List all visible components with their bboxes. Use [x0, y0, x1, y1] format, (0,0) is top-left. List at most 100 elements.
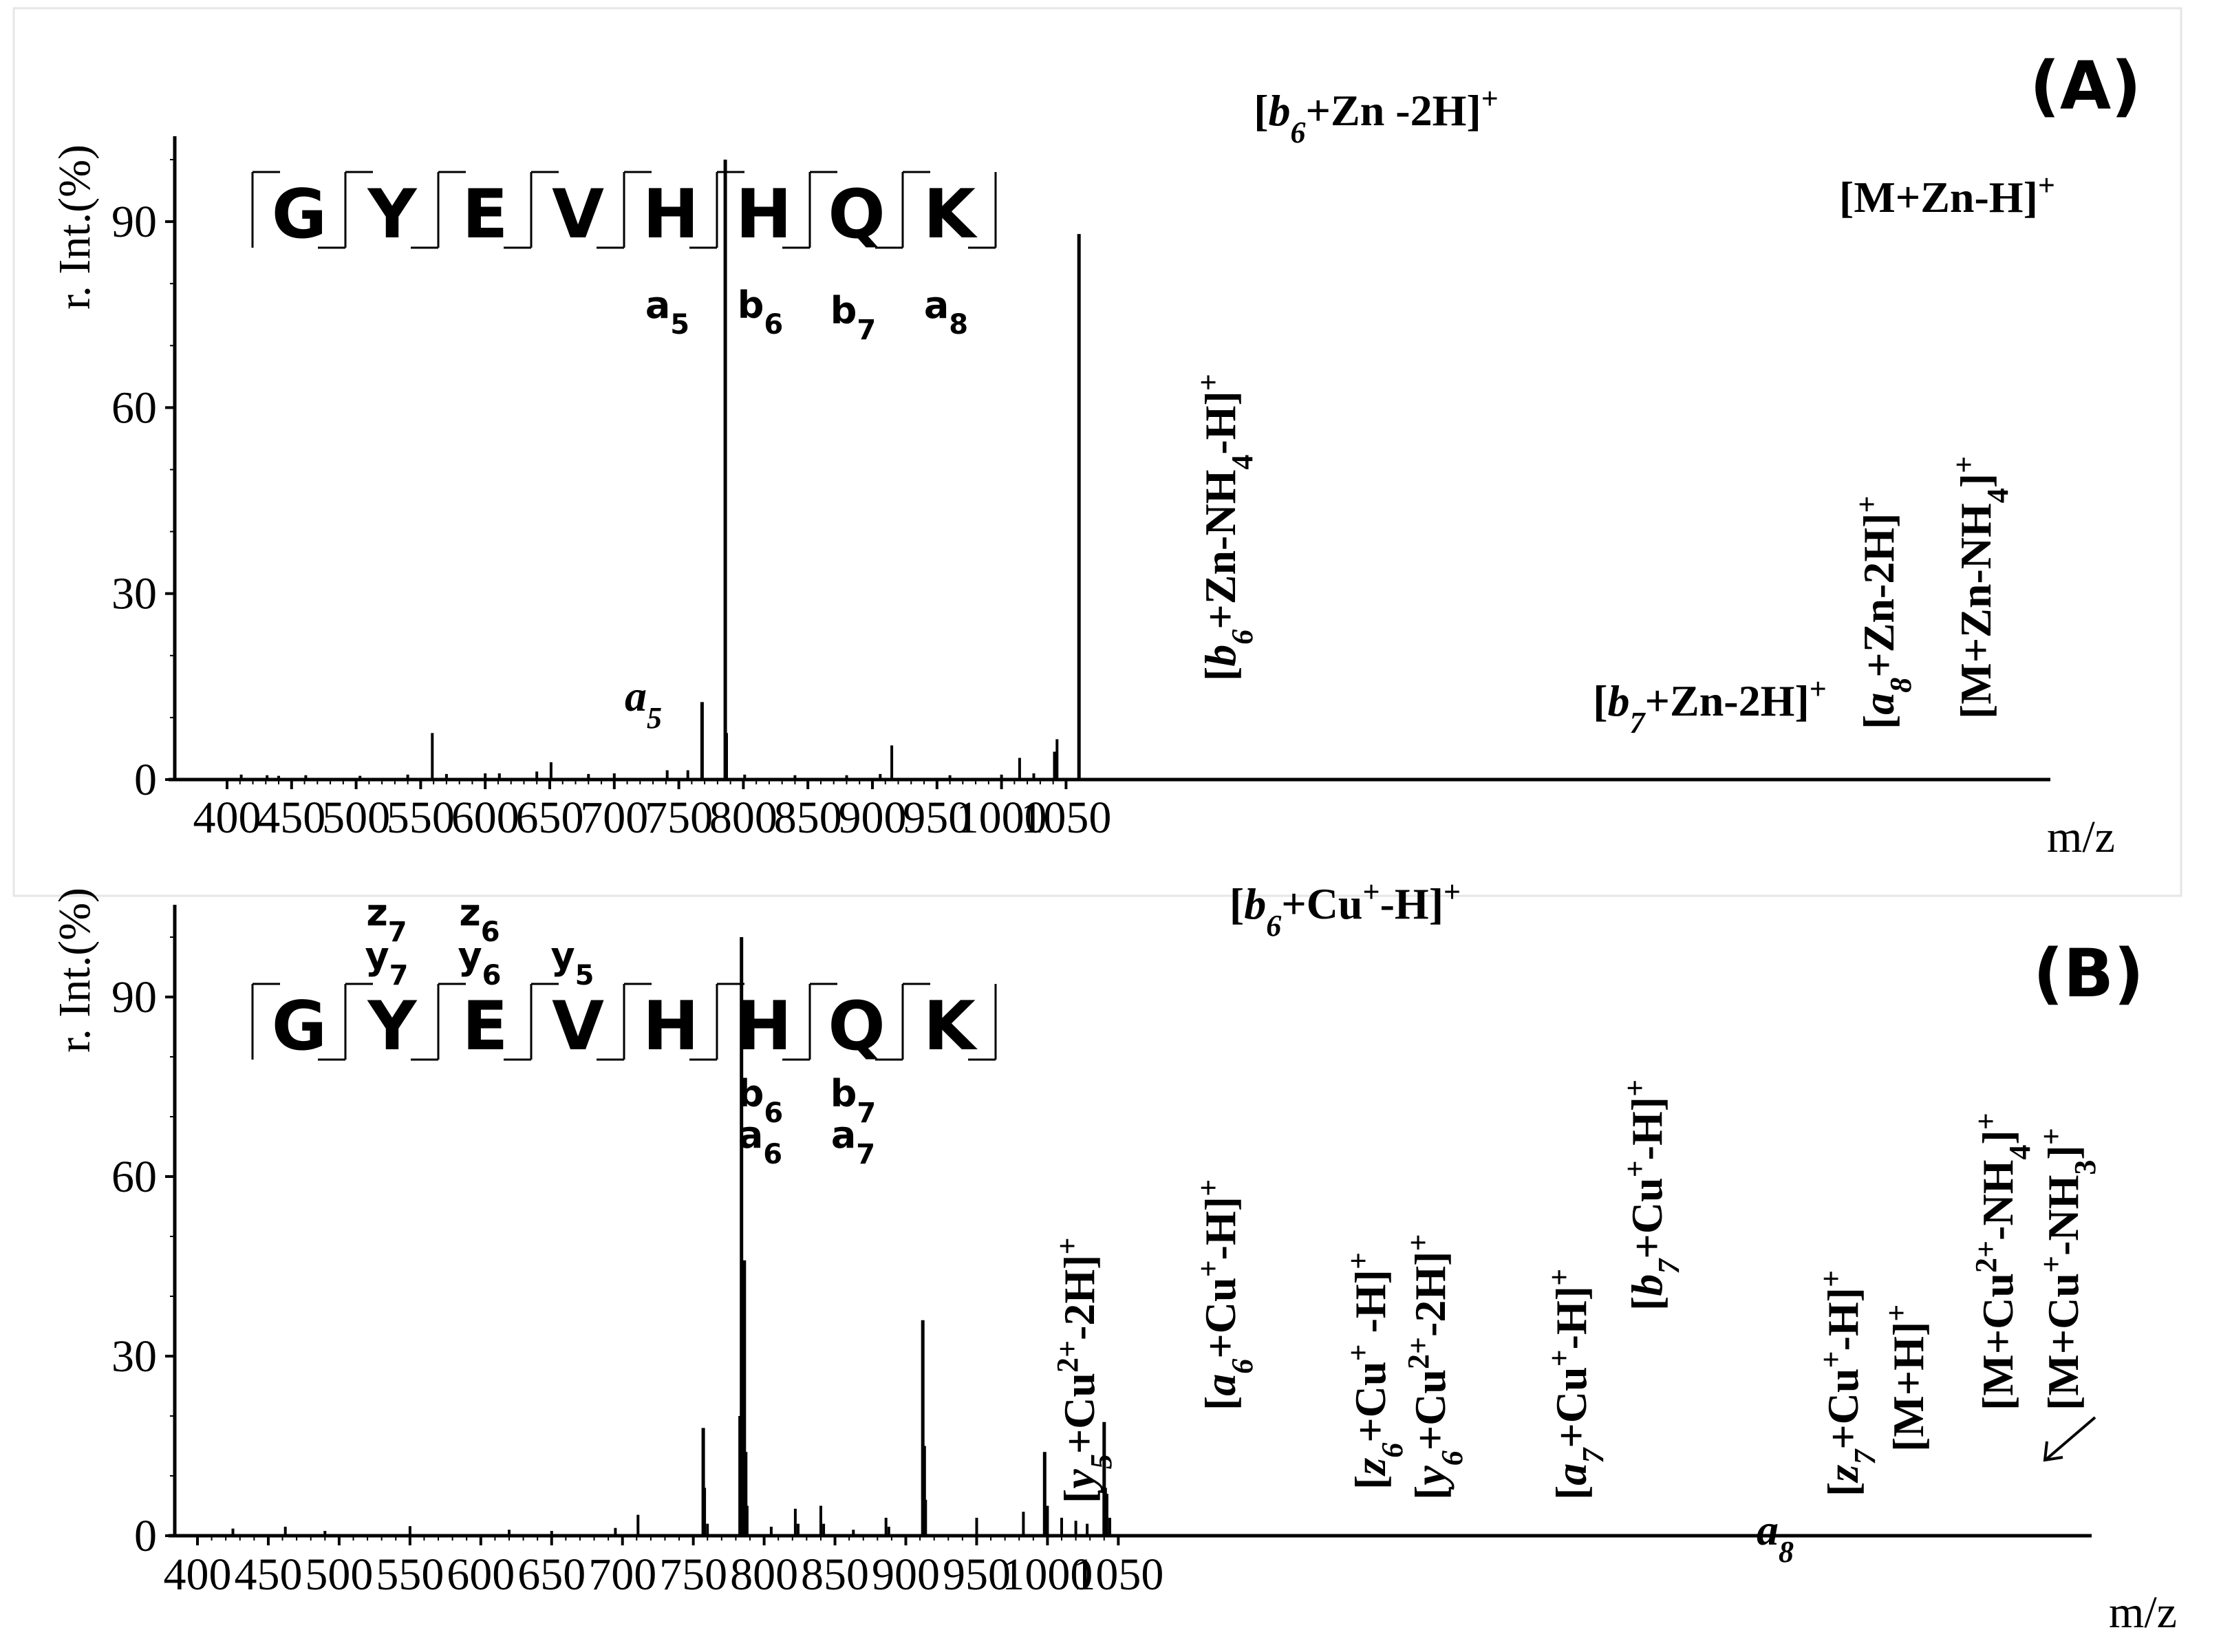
residue-b-1: Y: [367, 987, 418, 1066]
fragment-y5-label: y5: [550, 934, 594, 991]
panel-b-label: (B): [2033, 935, 2144, 1012]
residue-a-7: K: [923, 175, 978, 254]
fragment-a6-label: a6: [738, 1113, 782, 1170]
y-tick-label-a-0: 0: [134, 755, 157, 805]
x-tick-label-a-700: 700: [580, 793, 648, 843]
annotation-z7-cu-h: [z7+Cu+-H]+: [1814, 1270, 1882, 1497]
x-tick-label-b-900: 900: [872, 1549, 940, 1600]
y-tick-label-a-60: 60: [111, 383, 157, 433]
panel-a-frame: [12, 7, 2182, 897]
x-tick-label-a-650: 650: [516, 793, 584, 843]
x-tick-label-a-1000: 1000: [956, 793, 1047, 843]
x-tick-label-a-900: 900: [839, 793, 907, 843]
residue-a-1: Y: [367, 175, 418, 254]
panel-b-fragment-labels: z7 y7 z6 y6 y5 b6 a6 b7 a7: [365, 891, 876, 1170]
residue-b-7: K: [923, 987, 978, 1066]
x-tick-label-a-500: 500: [322, 793, 390, 843]
residue-b-0: G: [272, 987, 327, 1066]
panel-b-peaks: [231, 937, 1111, 1536]
panel-a-fragment-labels: a5 b6 b7 a8: [645, 283, 968, 346]
fragment-b6-label-b: b6: [738, 1072, 784, 1129]
x-tick-label-a-950: 950: [903, 793, 971, 843]
panel-a-y-axis-label: r. Int.(%): [50, 144, 100, 310]
x-tick-label-a-600: 600: [451, 793, 519, 843]
x-tick-label-a-450: 450: [257, 793, 325, 843]
residue-b-2: E: [462, 987, 508, 1066]
residue-a-6: Q: [828, 175, 885, 254]
x-tick-label-b-650: 650: [517, 1549, 586, 1600]
x-tick-label-b-550: 550: [376, 1549, 444, 1600]
fragment-b7-label-b: b7: [830, 1072, 877, 1129]
annotation-m-zn-nh4: [M+Zn-NH4]+: [1947, 456, 2015, 719]
annotation-a5: a5: [625, 672, 662, 735]
x-tick-label-a-800: 800: [709, 793, 777, 843]
annotation-b6-zn-2h: [b6+Zn -2H]+: [1254, 82, 1499, 149]
annotation-a6-cu-h: [a6+Cu+-H]+: [1192, 1179, 1259, 1410]
residue-a-4: H: [643, 175, 699, 254]
x-tick-label-b-750: 750: [659, 1549, 727, 1600]
panel-b-x-ticks: 400 450 500 550 600 650 700 750 800 850 900 9501000…: [164, 1536, 1163, 1600]
x-tick-label-a-400: 400: [193, 793, 261, 843]
panel-a-x-axis-label: m/z: [2047, 812, 2115, 862]
fragment-b6-label: b6: [738, 283, 784, 341]
x-tick-label-b-850: 850: [801, 1549, 869, 1600]
panel-a-y-ticks: 0 30 60 90: [111, 159, 175, 805]
x-tick-label-b-950: 950: [943, 1549, 1011, 1600]
panel-b-x-axis-label: m/z: [2109, 1587, 2177, 1638]
annotation-b6-cu-h: [b6+Cu+-H]+: [1230, 875, 1461, 943]
x-tick-label-a-550: 550: [387, 793, 455, 843]
x-tick-label-b-1050: 1050: [1073, 1549, 1163, 1600]
fragment-a5-label: a5: [645, 283, 689, 341]
annotation-m-cu2-nh4: [M+Cu2+-NH4]+: [1969, 1113, 2037, 1410]
annotation-m-h: [M+H]+: [1880, 1305, 1933, 1452]
x-tick-label-b-450: 450: [234, 1549, 302, 1600]
annotation-y6-cu2-2h: [y6+Cu2+-2H]+: [1402, 1234, 1469, 1500]
y-tick-label-a-90: 90: [111, 197, 157, 247]
annotation-m-zn-h: [M+Zn-H]+: [1839, 169, 2055, 222]
annotation-a7-cu-h: [a7+Cu+-H]+: [1543, 1269, 1610, 1500]
x-tick-label-b-600: 600: [447, 1549, 515, 1600]
x-tick-label-b-500: 500: [305, 1549, 373, 1600]
panel-b-y-axis-label: r. Int.(%): [50, 888, 100, 1053]
fragment-z6-label: z6: [459, 891, 500, 948]
fragment-z7-label: z7: [366, 891, 407, 948]
fragment-a7-label: a7: [831, 1113, 875, 1170]
y-tick-label-a-30: 30: [111, 569, 157, 619]
residue-b-3: V: [552, 987, 604, 1066]
annotation-b7-zn-2h: [b7+Zn-2H]+: [1593, 672, 1827, 740]
panel-a-x-ticks: 4004505005506006507007508008509009501000…: [193, 780, 1111, 843]
panel-b-y-ticks: 0 30 60 90: [111, 936, 175, 1561]
annotation-arrow: [2046, 1416, 2096, 1460]
annotation-a8-b: a8: [1757, 1505, 1794, 1569]
residue-a-5: H: [736, 175, 792, 254]
residue-b-4: H: [643, 987, 699, 1066]
x-tick-label-a-1050: 1050: [1020, 793, 1111, 843]
x-tick-label-a-850: 850: [774, 793, 842, 843]
annotation-b6-zn-nh4-h: [b6+Zn-NH4-H]+: [1192, 374, 1259, 681]
annotation-y5-cu2-2h: [y5+Cu2+-2H]+: [1051, 1237, 1118, 1503]
fragment-b7-label: b7: [830, 289, 877, 346]
y-tick-label-b-90: 90: [111, 972, 157, 1022]
x-tick-label-a-750: 750: [645, 793, 713, 843]
residue-a-2: E: [462, 175, 508, 254]
residue-b-6: Q: [828, 987, 885, 1066]
x-tick-label-b-800: 800: [730, 1549, 798, 1600]
residue-b-5: H: [736, 987, 792, 1066]
fragment-y6-label: y6: [458, 934, 501, 991]
panel-a-peaks: [239, 160, 1081, 780]
y-tick-label-b-60: 60: [111, 1152, 157, 1202]
y-tick-label-b-0: 0: [134, 1511, 157, 1561]
annotation-z6-cu-h: [z6+Cu+ -H]+: [1342, 1252, 1409, 1490]
panel-a: 4004505005506006507007508008509009501000…: [50, 47, 2141, 862]
panel-a-label: (A): [2030, 47, 2141, 125]
fragment-a8-label: a8: [924, 283, 968, 341]
residue-a-0: G: [272, 175, 327, 254]
x-tick-label-b-1000: 1000: [1002, 1549, 1093, 1600]
fragment-y7-label: y7: [365, 934, 408, 991]
annotation-b7-cu-h: [b7+Cu+-H]+: [1618, 1080, 1686, 1311]
y-tick-label-b-30: 30: [111, 1331, 157, 1382]
residue-a-3: V: [552, 175, 604, 254]
